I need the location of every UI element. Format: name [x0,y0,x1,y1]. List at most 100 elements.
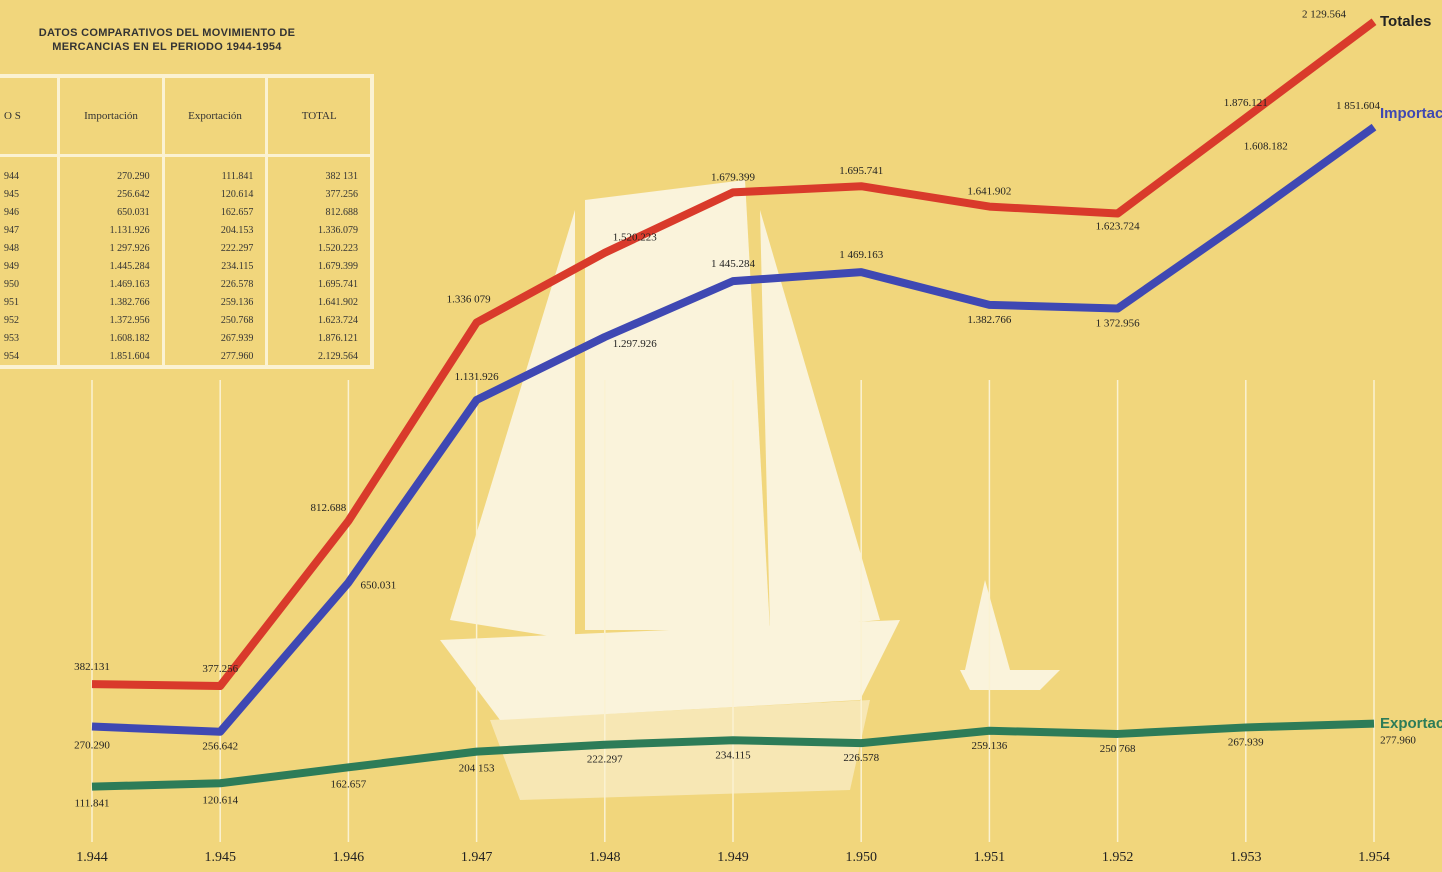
table-cell: 270.290 [59,156,163,186]
data-label: 204 153 [459,763,495,775]
table-cell: 377.256 [267,185,372,203]
data-label: 267.939 [1228,736,1264,748]
data-label: 270.290 [74,740,110,752]
table-cell: 277.960 [163,347,267,367]
data-label: 1.336 079 [447,294,492,306]
data-label: 812.688 [311,502,347,514]
table-cell: 222.297 [163,239,267,257]
table-cell: 2.129.564 [267,347,372,367]
table-cell: 947 [0,221,59,239]
table-cell: 946 [0,203,59,221]
data-label: 650.031 [361,580,397,592]
table-cell: 954 [0,347,59,367]
x-tick-label: 1.948 [589,850,621,865]
table-cell: 234.115 [163,257,267,275]
data-label: 1 445.284 [711,258,756,270]
data-label: 1.382.766 [967,314,1012,326]
data-label: 259.136 [972,740,1008,752]
data-label: 1.131.926 [455,371,500,383]
data-label: 1.641.902 [967,186,1011,198]
data-label: 162.657 [331,778,367,790]
table-cell: 382 131 [267,156,372,186]
table-header-cell: Importación [59,76,163,156]
data-label: 222.297 [587,754,623,766]
x-tick-label: 1.947 [461,850,493,865]
data-label: 120.614 [202,794,238,806]
table-cell: 1.695.741 [267,275,372,293]
table-cell: 256.642 [59,185,163,203]
x-tick-label: 1.945 [204,850,236,865]
table-cell: 1 297.926 [59,239,163,257]
data-label: 382.131 [74,661,110,673]
table-cell: 953 [0,329,59,347]
table-cell: 812.688 [267,203,372,221]
data-label: 226.578 [843,752,879,764]
data-label: 1.679.399 [711,171,756,183]
data-label: 377.256 [202,663,238,675]
table-header-cell: TOTAL [267,76,372,156]
data-label: 111.841 [75,798,110,810]
x-tick-label: 1.944 [76,850,108,865]
x-tick-label: 1.952 [1102,850,1134,865]
legend-label: Exportación [1380,715,1442,732]
table-cell: 1.372.956 [59,311,163,329]
table-cell: 1.851.604 [59,347,163,367]
table-cell: 950 [0,275,59,293]
table-row: 9511.382.766259.1361.641.902 [0,293,372,311]
table-cell: 1.382.766 [59,293,163,311]
table-cell: 1.336.079 [267,221,372,239]
table-cell: 259.136 [163,293,267,311]
data-label: 1.623.724 [1096,220,1141,232]
table-header-cell: Exportación [163,76,267,156]
data-label: 256.642 [202,741,238,753]
table-cell: 250.768 [163,311,267,329]
sailboat-decoration [440,180,1060,800]
table-cell: 226.578 [163,275,267,293]
x-tick-label: 1.951 [974,850,1006,865]
table-header-cell: O S [0,76,59,156]
table-cell: 1.876.121 [267,329,372,347]
table-cell: 1.608.182 [59,329,163,347]
data-label: 277.960 [1380,735,1416,747]
table-cell: 1.131.926 [59,221,163,239]
x-tick-label: 1.950 [845,850,877,865]
table-cell: 1.469.163 [59,275,163,293]
data-label: 1.876.121 [1224,97,1268,109]
table-cell: 948 [0,239,59,257]
table-cell: 204.153 [163,221,267,239]
table-cell: 952 [0,311,59,329]
data-label: 1.297.926 [613,338,658,350]
chart-title: DATOS COMPARATIVOS DEL MOVIMIENTO DE MER… [22,26,312,54]
data-label: 1 469.163 [839,249,884,261]
table-cell: 951 [0,293,59,311]
data-label: 1.608.182 [1244,140,1288,152]
data-label: 2 129.564 [1302,9,1347,21]
table-cell: 650.031 [59,203,163,221]
x-tick-label: 1.949 [717,850,749,865]
data-label: 1.695.741 [839,165,883,177]
data-label: 1 372.956 [1096,318,1141,330]
table-cell: 944 [0,156,59,186]
data-label: 234.115 [715,749,751,761]
x-tick-label: 1.953 [1230,850,1262,865]
table-cell: 111.841 [163,156,267,186]
data-label: 1 851.604 [1336,100,1381,112]
x-tick-label: 1.954 [1358,850,1390,865]
table-cell: 1.679.399 [267,257,372,275]
table-cell: 945 [0,185,59,203]
legend-label: Importación [1380,105,1442,122]
table-cell: 1.445.284 [59,257,163,275]
table-cell: 120.614 [163,185,267,203]
table-cell: 1.623.724 [267,311,372,329]
table-row: 9481 297.926222.2971.520.223 [0,239,372,257]
